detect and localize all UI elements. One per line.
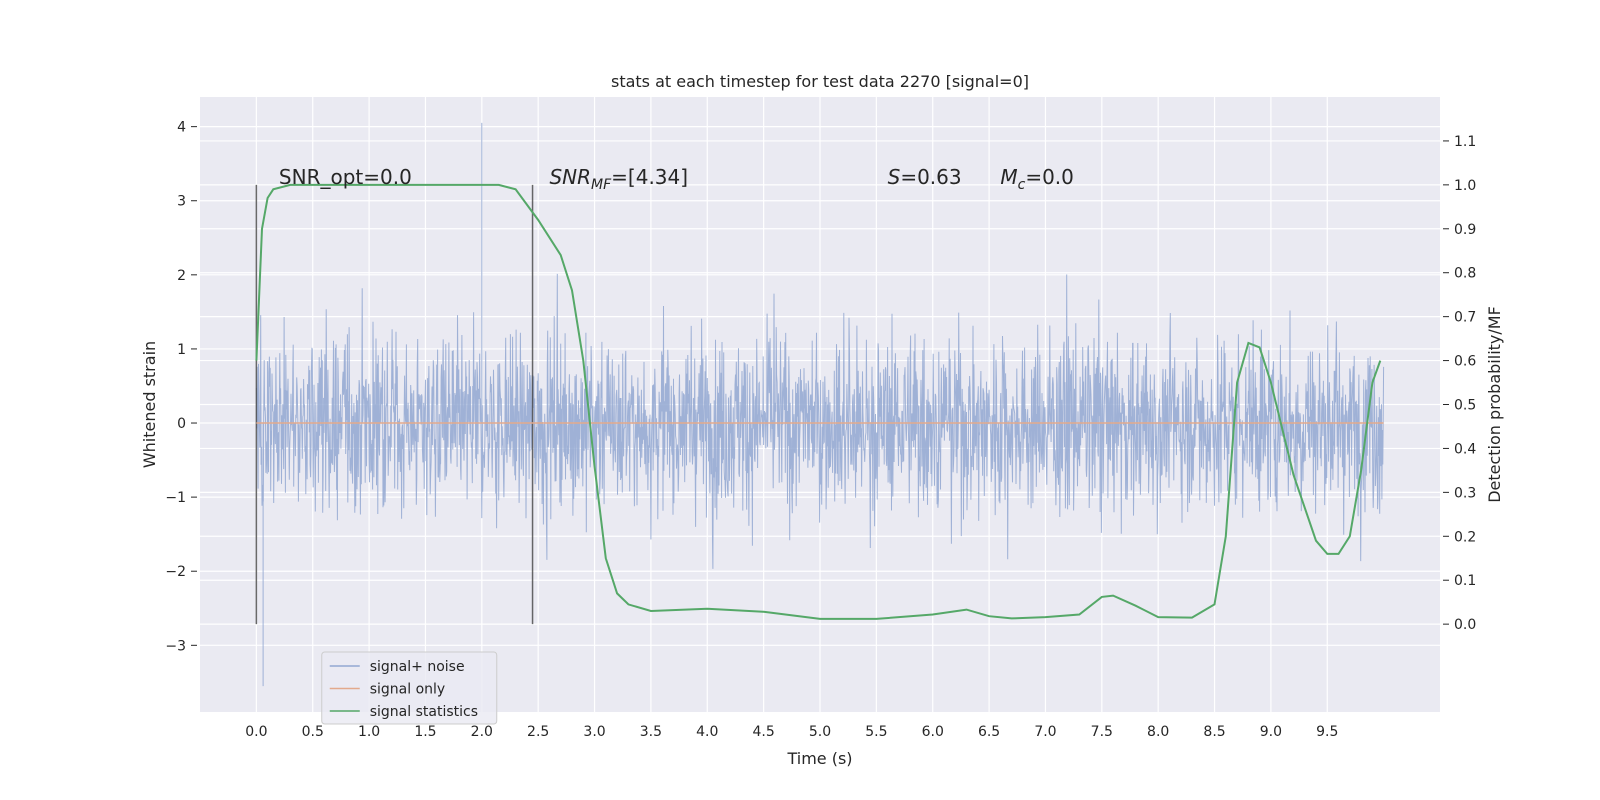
x-tick-label: 7.5 bbox=[1091, 724, 1113, 740]
legend-label-signal-statistics: signal statistics bbox=[370, 704, 478, 720]
y-axis-right-label: Detection probability/MF bbox=[1485, 306, 1504, 503]
x-tick-label: 5.5 bbox=[865, 724, 887, 740]
y-axis-left-label: Whitened strain bbox=[140, 341, 159, 468]
x-tick-label: 7.0 bbox=[1034, 724, 1056, 740]
axis-ticks: 0.0 0.5 1.0 1.5 2.0 2.5 3.0 3.5 4.0 4.5 5.0 5.5 6.0 6… bbox=[165, 120, 1476, 740]
x-tick-label: 8.0 bbox=[1147, 724, 1169, 740]
y-right-tick-label: 0.1 bbox=[1454, 573, 1476, 589]
y-right-tick-label: 0.4 bbox=[1454, 441, 1476, 457]
annotation-mc: Mc=0.0 bbox=[1000, 165, 1074, 193]
annotation-s-symbol: S bbox=[888, 165, 901, 189]
x-tick-label: 9.5 bbox=[1316, 724, 1338, 740]
y-right-tick-label: 0.8 bbox=[1454, 266, 1476, 282]
y-left-tick-label: 3 bbox=[177, 194, 186, 210]
grid-lines bbox=[200, 97, 1440, 712]
y-right-tick-label: 0.9 bbox=[1454, 222, 1476, 238]
x-tick-label: 0.5 bbox=[302, 724, 324, 740]
legend-label-signal-only: signal only bbox=[370, 682, 445, 698]
x-tick-label: 5.0 bbox=[809, 724, 831, 740]
y-right-tick-label: 1.0 bbox=[1454, 178, 1476, 194]
annotation-snr-mf: SNRMF=[4.34] bbox=[549, 165, 688, 193]
y-left-tick-label: −3 bbox=[165, 638, 186, 654]
x-axis-label: Time (s) bbox=[786, 749, 852, 768]
y-right-tick-label: 0.3 bbox=[1454, 485, 1476, 501]
y-right-tick-label: 0.5 bbox=[1454, 398, 1476, 414]
annotation-snr-mf-symbol: SNR bbox=[549, 165, 591, 189]
y-left-tick-label: −1 bbox=[165, 490, 186, 506]
series-signal-noise bbox=[255, 122, 1385, 687]
annotation-s-value: =0.63 bbox=[900, 165, 961, 189]
chart-title: stats at each timestep for test data 227… bbox=[611, 72, 1029, 91]
annotation-mc-symbol: M bbox=[1000, 165, 1017, 189]
legend-label-signal-noise: signal+ noise bbox=[370, 659, 465, 675]
legend-box bbox=[321, 651, 498, 725]
x-tick-label: 3.0 bbox=[583, 724, 605, 740]
y-left-tick-label: −2 bbox=[165, 564, 186, 580]
series-signal-statistics bbox=[255, 183, 1382, 620]
annotation-mc-subscript: c bbox=[1018, 177, 1026, 193]
legend: signal+ noise signal only signal statist… bbox=[321, 651, 498, 725]
x-tick-label: 3.5 bbox=[640, 724, 662, 740]
x-tick-label: 4.5 bbox=[753, 724, 775, 740]
y-right-tick-label: 0.7 bbox=[1454, 310, 1476, 326]
x-tick-label: 2.5 bbox=[527, 724, 549, 740]
y-left-tick-label: 0 bbox=[177, 416, 186, 432]
x-tick-label: 2.0 bbox=[471, 724, 493, 740]
y-right-tick-label: 0.6 bbox=[1454, 354, 1476, 370]
y-right-tick-label: 1.1 bbox=[1454, 134, 1476, 150]
signal-noise-line bbox=[255, 122, 1385, 687]
x-tick-label: 9.0 bbox=[1260, 724, 1282, 740]
y-left-tick-label: 4 bbox=[177, 120, 186, 136]
y-right-tick-label: 0.0 bbox=[1454, 617, 1476, 633]
annotation-s: S=0.63 bbox=[888, 165, 962, 189]
y-left-tick-label: 2 bbox=[177, 268, 186, 284]
x-tick-label: 6.0 bbox=[922, 724, 944, 740]
x-tick-label: 0.0 bbox=[245, 724, 267, 740]
annotation-mc-value: =0.0 bbox=[1025, 165, 1074, 189]
annotation-snr-mf-value: =[4.34] bbox=[611, 165, 688, 189]
vertical-markers bbox=[255, 184, 534, 625]
x-tick-label: 8.5 bbox=[1203, 724, 1225, 740]
x-tick-label: 4.0 bbox=[696, 724, 718, 740]
x-tick-label: 1.5 bbox=[414, 724, 436, 740]
annotation-snr-opt: SNR_opt=0.0 bbox=[279, 165, 412, 189]
y-left-tick-label: 1 bbox=[177, 342, 186, 358]
annotations: SNR_opt=0.0 SNRMF=[4.34] S=0.63 Mc=0.0 bbox=[279, 165, 1074, 193]
x-tick-label: 6.5 bbox=[978, 724, 1000, 740]
y-right-tick-label: 0.2 bbox=[1454, 529, 1476, 545]
annotation-snr-mf-subscript: MF bbox=[591, 177, 612, 193]
x-tick-label: 1.0 bbox=[358, 724, 380, 740]
signal-statistics-line bbox=[255, 183, 1382, 620]
